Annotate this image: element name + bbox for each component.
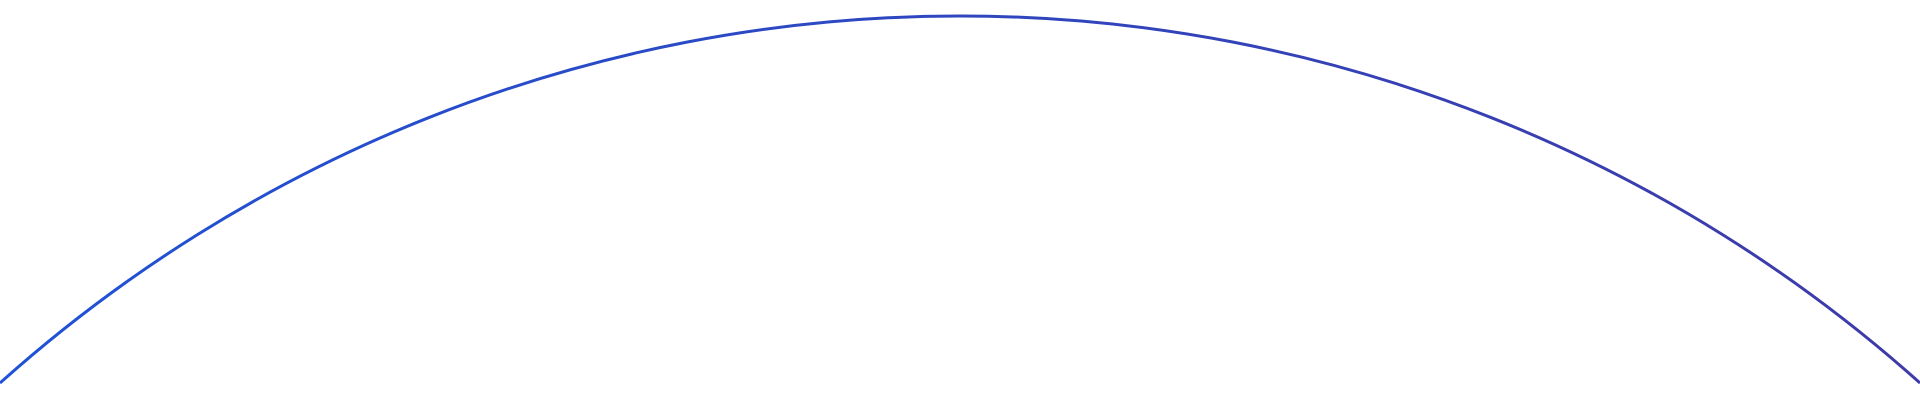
decorative-arc — [0, 14, 1920, 385]
